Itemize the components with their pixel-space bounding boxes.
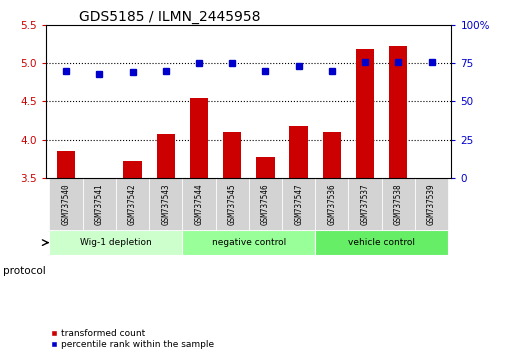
Bar [323,132,341,178]
Text: GSM737547: GSM737547 [294,183,303,225]
Bar [215,178,249,230]
Text: GSM737543: GSM737543 [161,183,170,225]
Text: GSM737539: GSM737539 [427,183,436,225]
Text: GSM737544: GSM737544 [194,183,204,225]
Bar [389,46,407,178]
Text: protocol: protocol [3,266,45,276]
Bar [415,178,448,230]
Text: GSM737542: GSM737542 [128,183,137,225]
Text: GSM737537: GSM737537 [361,183,369,225]
Text: GDS5185 / ILMN_2445958: GDS5185 / ILMN_2445958 [78,10,260,24]
Legend: transformed count, percentile rank within the sample: transformed count, percentile rank withi… [51,329,214,349]
Bar [190,98,208,178]
Bar [382,178,415,230]
Bar [116,178,149,230]
Text: GSM737536: GSM737536 [327,183,337,225]
Text: GSM737545: GSM737545 [228,183,236,225]
Bar [256,157,274,178]
Bar [223,132,241,178]
Text: Wig-1 depletion: Wig-1 depletion [80,238,152,247]
Bar [83,178,116,230]
Bar [124,161,142,178]
Text: vehicle control: vehicle control [348,238,415,247]
Bar [49,230,182,255]
Bar [57,152,75,178]
Bar [289,126,308,178]
Text: GSM737540: GSM737540 [62,183,71,225]
Text: GSM737546: GSM737546 [261,183,270,225]
Bar [348,178,382,230]
Text: GSM737541: GSM737541 [95,183,104,225]
Bar [249,178,282,230]
Bar [182,230,315,255]
Bar [356,49,374,178]
Bar [156,135,175,178]
Text: negative control: negative control [212,238,286,247]
Bar [315,230,448,255]
Bar [49,178,83,230]
Text: GSM737538: GSM737538 [394,183,403,225]
Bar [182,178,215,230]
Bar [315,178,348,230]
Bar [149,178,182,230]
Bar [282,178,315,230]
